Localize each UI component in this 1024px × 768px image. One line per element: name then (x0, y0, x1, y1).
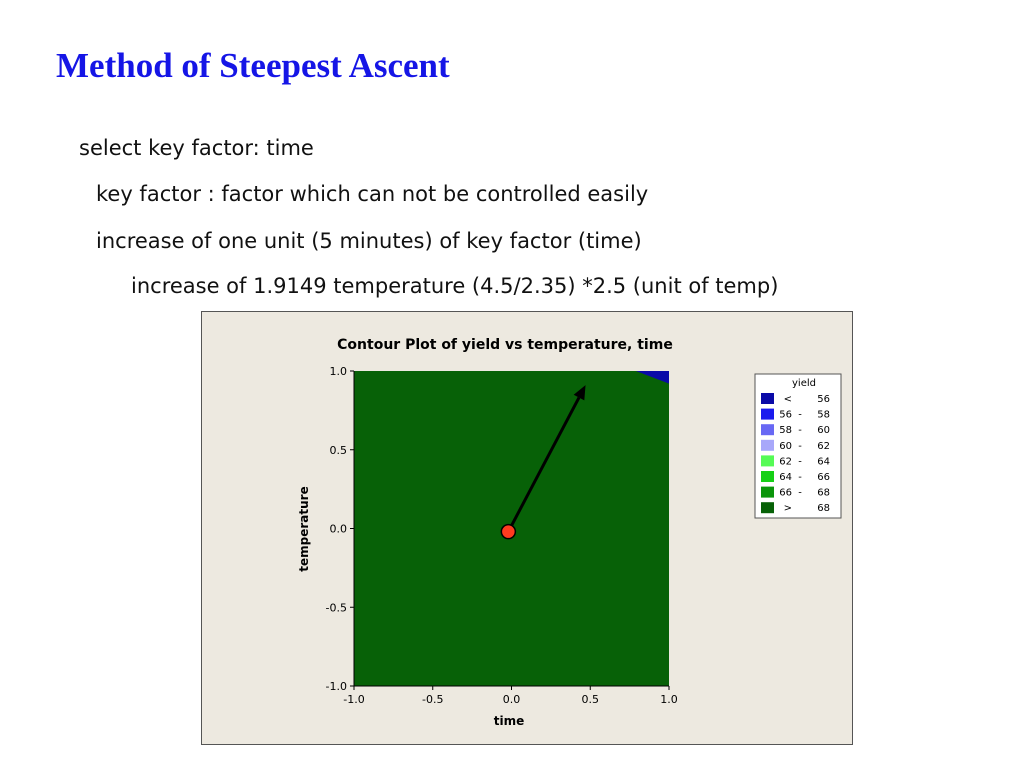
legend-range-high: 68 (817, 503, 830, 514)
ascent-arrow-shaft (507, 396, 581, 533)
contour-figure: Contour Plot of yield vs temperature, ti… (201, 311, 853, 745)
legend-range-high: 66 (817, 472, 830, 483)
y-tick-label: 1.0 (330, 365, 348, 378)
legend-range-low: 62 (779, 456, 792, 467)
legend-range-high: 58 (817, 410, 830, 421)
legend: yield <5656-5858-6060-6262-6464-6666-68>… (754, 373, 842, 519)
plot-area: 1.0 0.5 0.0 -0.5 -1.0-1.0 -0.5 0.0 0.5 1.0 (326, 365, 678, 706)
legend-range-high: 68 (817, 488, 830, 499)
legend-range-dash: - (798, 410, 802, 421)
legend-range-dash: - (798, 472, 802, 483)
legend-range-low: < (784, 394, 792, 405)
y-tick-label: 0.0 (330, 523, 348, 536)
x-tick-label: -1.0 (343, 693, 364, 706)
y-tick-label: -1.0 (326, 680, 347, 693)
bullet-temperature-increase: increase of 1.9149 temperature (4.5/2.35… (131, 274, 779, 298)
legend-range-low: 58 (779, 425, 792, 436)
y-tick-label: -0.5 (326, 601, 347, 614)
legend-swatch (761, 408, 774, 420)
legend-range-low: 60 (779, 441, 792, 452)
legend-swatch (761, 455, 774, 467)
legend-range-high: 56 (817, 394, 830, 405)
legend-range-low: > (784, 503, 792, 514)
x-tick-label: 0.0 (503, 693, 521, 706)
legend-range-dash: - (798, 456, 802, 467)
x-tick-label: 1.0 (660, 693, 678, 706)
legend-swatch (761, 393, 774, 404)
legend-swatch (761, 502, 774, 514)
legend-range-low: 56 (779, 410, 792, 421)
x-tick-label: -0.5 (422, 693, 443, 706)
bullet-unit-increase: increase of one unit (5 minutes) of key … (96, 229, 642, 253)
legend-range-dash: - (798, 488, 802, 499)
contour-chart: Contour Plot of yield vs temperature, ti… (297, 337, 842, 728)
bullet-key-factor: select key factor: time (79, 136, 314, 160)
legend-range-high: 64 (817, 456, 830, 467)
legend-range-high: 62 (817, 441, 830, 452)
chart-title: Contour Plot of yield vs temperature, ti… (337, 337, 673, 353)
start-point-marker (500, 523, 517, 540)
x-tick-label: 0.5 (582, 693, 600, 706)
ascent-arrow-head (573, 385, 586, 401)
y-axis-label: temperature (297, 486, 311, 571)
legend-range-high: 60 (817, 425, 830, 436)
legend-title: yield (792, 378, 816, 389)
legend-swatch (761, 439, 774, 451)
legend-swatch (761, 471, 774, 482)
y-tick-label: 0.5 (330, 444, 348, 457)
legend-range-low: 66 (779, 488, 792, 499)
legend-range-dash: - (798, 441, 802, 452)
x-axis-label: time (494, 714, 525, 728)
legend-range-low: 64 (779, 472, 792, 483)
legend-swatch (761, 424, 774, 436)
legend-swatch (761, 486, 774, 498)
bullet-definition: key factor : factor which can not be con… (96, 182, 649, 206)
legend-range-dash: - (798, 425, 802, 436)
slide-title: Method of Steepest Ascent (56, 46, 450, 85)
